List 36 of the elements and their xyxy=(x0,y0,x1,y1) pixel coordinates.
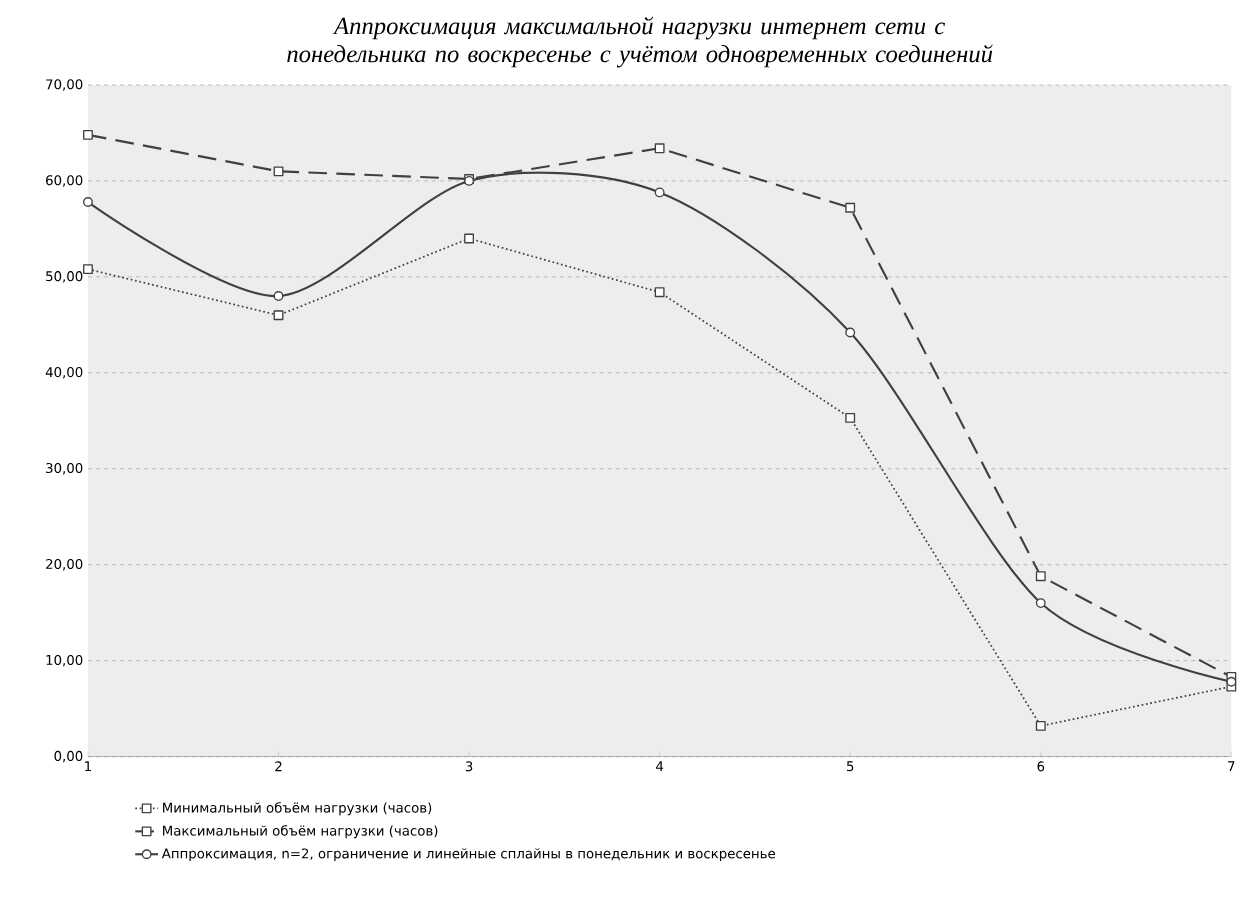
point xyxy=(83,197,93,208)
point xyxy=(273,291,284,302)
legend-label: Аппроксимация, n=2, ограничение и линейные сплайны в понедельник и воскресенье xyxy=(161,848,776,862)
point xyxy=(845,413,856,424)
point xyxy=(654,187,665,198)
legend-label: Максимальный объём нагрузки (часов) xyxy=(163,825,438,839)
point xyxy=(1035,721,1046,732)
point xyxy=(654,143,665,154)
point xyxy=(1226,677,1237,687)
x-tick-label: 4 xyxy=(656,761,664,772)
x-tick-label: 3 xyxy=(465,761,473,772)
x-tick-label: 7 xyxy=(1228,761,1235,772)
y-tick-label: 0,00 xyxy=(54,751,83,763)
y-tick-label: 20,00 xyxy=(46,559,83,571)
x-tick-label: 6 xyxy=(1037,761,1045,772)
y-tick-label: 60,00 xyxy=(46,175,83,187)
x-tick-label: 5 xyxy=(846,761,854,772)
y-tick-label: 70,00 xyxy=(46,79,83,91)
x-tick-label: 2 xyxy=(275,761,282,772)
y-tick-label: 50,00 xyxy=(46,271,83,283)
point xyxy=(464,233,475,244)
chart-title: Аппроксимация максимальной нагрузки интернет сети с понедельника по воскресенье с учётом одновременных соединений xyxy=(287,16,993,68)
y-tick-label: 10,00 xyxy=(46,655,83,667)
point xyxy=(1035,598,1046,609)
point xyxy=(845,327,856,338)
point xyxy=(83,130,93,141)
point xyxy=(654,287,665,298)
y-tick-label: 40,00 xyxy=(45,367,83,379)
point xyxy=(83,264,93,275)
point xyxy=(1035,571,1046,582)
point xyxy=(273,166,284,177)
point xyxy=(273,310,284,321)
y-tick-label: 30,00 xyxy=(46,463,83,475)
x-tick-label: 1 xyxy=(85,761,91,772)
point xyxy=(845,203,856,213)
legend-label: Минимальный объём нагрузки (часов) xyxy=(163,802,432,816)
